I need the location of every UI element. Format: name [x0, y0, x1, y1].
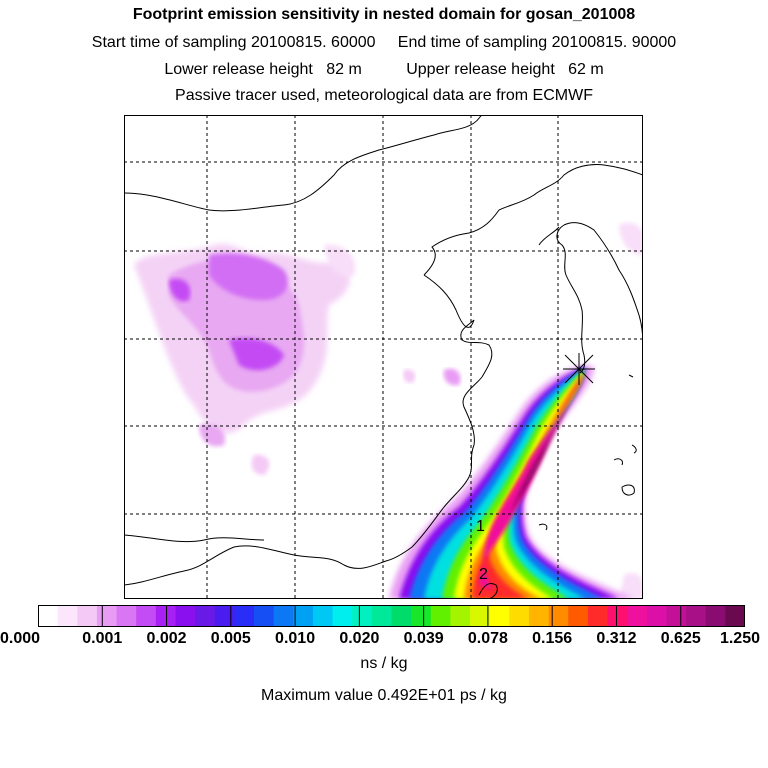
colorbar-swatch	[489, 605, 510, 627]
release-height-line: Lower release height 82 m Upper release …	[164, 61, 604, 78]
colorbar-swatch	[371, 605, 392, 627]
colorbar-tick-label: 0.002	[146, 630, 187, 647]
colorbar-swatch	[57, 605, 78, 627]
colorbar-swatch	[528, 605, 550, 627]
colorbar-swatch	[312, 605, 334, 627]
colorbar-swatch	[175, 605, 196, 627]
colorbar-tick-label: 0.005	[210, 630, 251, 647]
coastlines	[124, 115, 643, 586]
maximum-value-text: Maximum value 0.492E+01 ps / kg	[261, 687, 507, 704]
colorbar-swatch	[293, 605, 314, 627]
colorbar-swatch	[686, 605, 707, 627]
colorbar-swatch	[548, 605, 569, 627]
colorbar-tick-label: 0.625	[660, 630, 701, 647]
islands	[478, 374, 637, 599]
footprint-map: 1 2	[124, 115, 643, 599]
colorbar-swatch	[587, 605, 609, 627]
colorbar-tick-label: 0.312	[596, 630, 637, 647]
colorbar-swatch	[214, 605, 235, 627]
colorbar-swatch	[607, 605, 628, 627]
colorbar-swatch	[116, 605, 137, 627]
colorbar-swatch	[234, 605, 255, 627]
colorbar-swatch	[332, 605, 353, 627]
point-label-2: 2	[479, 566, 488, 583]
map-title: Footprint emission sensitivity in nested…	[132, 6, 636, 23]
colorbar-tick-label: 0.000	[0, 630, 41, 647]
colorbar-swatch	[136, 605, 157, 627]
colorbar-tick-label: 1.250	[719, 630, 760, 647]
sampling-time-line: Start time of sampling 20100815. 60000 E…	[91, 34, 677, 51]
colorbar	[38, 605, 745, 627]
colorbar-swatch	[77, 605, 98, 627]
colorbar-swatch	[195, 605, 216, 627]
colorbar-swatch	[568, 605, 589, 627]
colorbar-swatch	[38, 605, 59, 627]
colorbar-swatch	[666, 605, 687, 627]
colorbar-tick-label: 0.001	[82, 630, 123, 647]
colorbar-tick-label: 0.156	[532, 630, 573, 647]
colorbar-swatch	[646, 605, 667, 627]
colorbar-swatch	[470, 605, 491, 627]
colorbar-swatch	[96, 605, 118, 627]
transport-plume	[389, 365, 634, 599]
colorbar-swatch	[705, 605, 726, 627]
colorbar-swatch	[273, 605, 294, 627]
tracer-info-line: Passive tracer used, meteorological data…	[175, 87, 593, 104]
lat-lon-grid	[124, 115, 643, 599]
colorbar-swatch	[155, 605, 176, 627]
colorbar-units: ns / kg	[360, 655, 408, 672]
colorbar-swatch	[509, 605, 530, 627]
colorbar-swatch	[352, 605, 373, 627]
colorbar-swatch	[254, 605, 275, 627]
inland-sensitivity-region	[134, 222, 643, 599]
colorbar-border	[38, 605, 745, 627]
point-label-1: 1	[476, 518, 485, 535]
colorbar-swatch	[627, 605, 648, 627]
colorbar-swatch	[430, 605, 451, 627]
colorbar-tick-label: 0.010	[275, 630, 316, 647]
colorbar-tick-label: 0.039	[403, 630, 444, 647]
colorbar-swatch	[725, 605, 745, 627]
colorbar-tick-label: 0.020	[339, 630, 380, 647]
map-frame	[124, 115, 643, 599]
colorbar-tick-label: 0.078	[467, 630, 508, 647]
release-point-cross	[563, 353, 595, 385]
colorbar-swatch	[450, 605, 471, 627]
colorbar-swatch	[391, 605, 412, 627]
colorbar-swatch	[411, 605, 432, 627]
